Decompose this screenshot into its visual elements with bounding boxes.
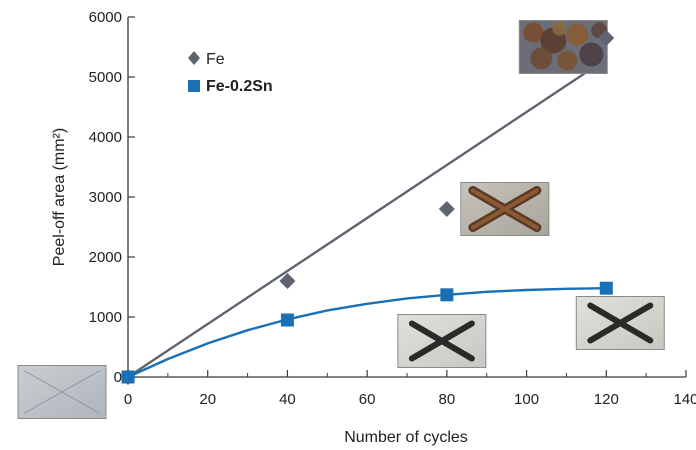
axes: 0 20 40 60 80 100 120 140 0 1000 2000 3000 4000 5000 6… (89, 9, 696, 408)
data-point-fe-0-2sn (121, 370, 135, 384)
y-axis-title: Peel-off area (mm²) (51, 128, 68, 266)
x-tick-label: 60 (359, 391, 376, 408)
scribe-line (408, 320, 475, 362)
x-tick-label: 140 (673, 391, 696, 408)
photo-120-cycles-sn (575, 296, 665, 350)
y-tick-label: 2000 (89, 249, 122, 266)
legend-item-fe-0-2sn: Fe-0.2Sn (188, 78, 273, 95)
fit-line-fe (127, 58, 607, 378)
fit-lines (127, 58, 607, 379)
x-tick-label: 80 (439, 391, 456, 408)
legend-marker-fe-0-2sn (188, 80, 200, 92)
fit-line-fe-0-2sn (127, 287, 607, 379)
data-point-fe (279, 273, 296, 289)
photo-80-cycles (460, 182, 550, 236)
data-point-fe (598, 30, 615, 46)
data-point-fe-0-2sn (599, 281, 613, 295)
data-point-fe-0-2sn (280, 313, 294, 327)
photo-40-cycles (397, 314, 487, 368)
x-tick-label: 0 (124, 391, 132, 408)
sample-photos (17, 20, 665, 419)
legend-marker-fe (188, 51, 200, 65)
x-axis-title: Number of cycles (344, 429, 468, 446)
scribe-line (587, 302, 654, 344)
data-point-fe-0-2sn (440, 288, 454, 302)
y-tick-label: 1000 (89, 309, 122, 326)
x-tick-label: 20 (199, 391, 216, 408)
photo-120-cycles-fe (518, 20, 608, 74)
y-tick-label: 6000 (89, 9, 122, 26)
rust-spot (552, 21, 567, 36)
scribe-line (470, 188, 539, 230)
legend-label-fe: Fe (206, 51, 225, 68)
rust-spot (557, 50, 578, 71)
rust-spot (530, 47, 553, 70)
rust-spot (566, 23, 589, 46)
rust-spot (523, 22, 544, 43)
y-tick-label: 0 (114, 369, 122, 386)
x-tick-label: 40 (279, 391, 296, 408)
y-tick-label: 5000 (89, 69, 122, 86)
legend-label-fe-0-2sn: Fe-0.2Sn (206, 78, 273, 95)
scribe-line (23, 370, 101, 414)
data-markers (120, 30, 615, 385)
legend: Fe Fe-0.2Sn (188, 51, 273, 95)
y-tick-label: 3000 (89, 189, 122, 206)
legend-item-fe: Fe (188, 51, 225, 68)
x-tick-label: 120 (594, 391, 619, 408)
data-point-fe (438, 201, 455, 217)
photo-0-cycles (17, 365, 107, 419)
x-tick-label: 100 (514, 391, 539, 408)
rust-spot (579, 42, 604, 67)
y-tick-label: 4000 (89, 129, 122, 146)
